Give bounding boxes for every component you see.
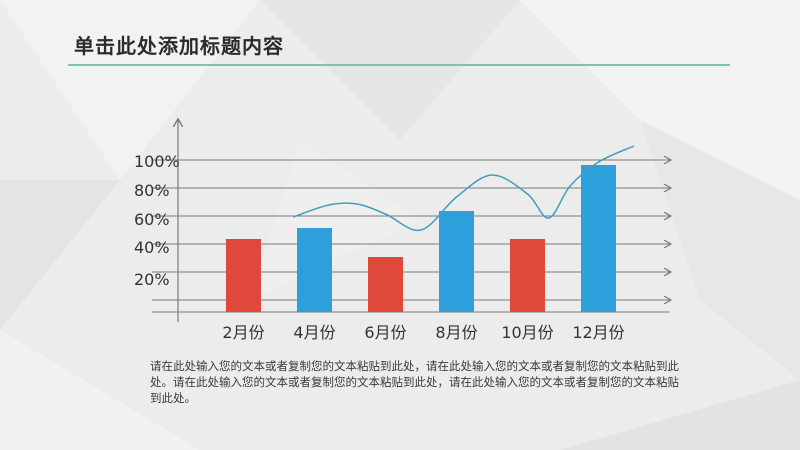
x-tick-label: 2月份 bbox=[222, 323, 264, 342]
title-divider bbox=[68, 64, 730, 66]
x-tick-label: 4月份 bbox=[293, 323, 335, 342]
x-tick-label: 8月份 bbox=[435, 323, 477, 342]
y-tick-label: 20% bbox=[134, 270, 170, 289]
bar bbox=[439, 211, 474, 312]
bar bbox=[510, 239, 545, 312]
curve-layer bbox=[292, 145, 635, 232]
label-layer: 20% 40% 60% 80% 100% 2月份 4月份 6月份 8月份 10月份 12月份 bbox=[134, 152, 625, 342]
x-tick-label: 10月份 bbox=[501, 323, 553, 342]
x-tick-label: 12月份 bbox=[572, 323, 624, 342]
trend-curve bbox=[292, 145, 635, 232]
y-tick-label: 60% bbox=[134, 210, 170, 229]
y-tick-label: 100% bbox=[134, 152, 180, 171]
x-tick-label: 6月份 bbox=[364, 323, 406, 342]
bar bbox=[226, 239, 261, 312]
slide-title: 单击此处添加标题内容 bbox=[74, 34, 284, 58]
bar bbox=[297, 228, 332, 312]
body-paragraph: 请在此处输入您的文本或者复制您的文本粘贴到此处，请在此处输入您的文本或者复制您的… bbox=[150, 359, 679, 405]
bar bbox=[368, 257, 403, 312]
bar bbox=[581, 165, 616, 312]
y-tick-label: 80% bbox=[134, 181, 170, 200]
y-tick-label: 40% bbox=[134, 238, 170, 257]
bar-layer bbox=[226, 165, 616, 312]
